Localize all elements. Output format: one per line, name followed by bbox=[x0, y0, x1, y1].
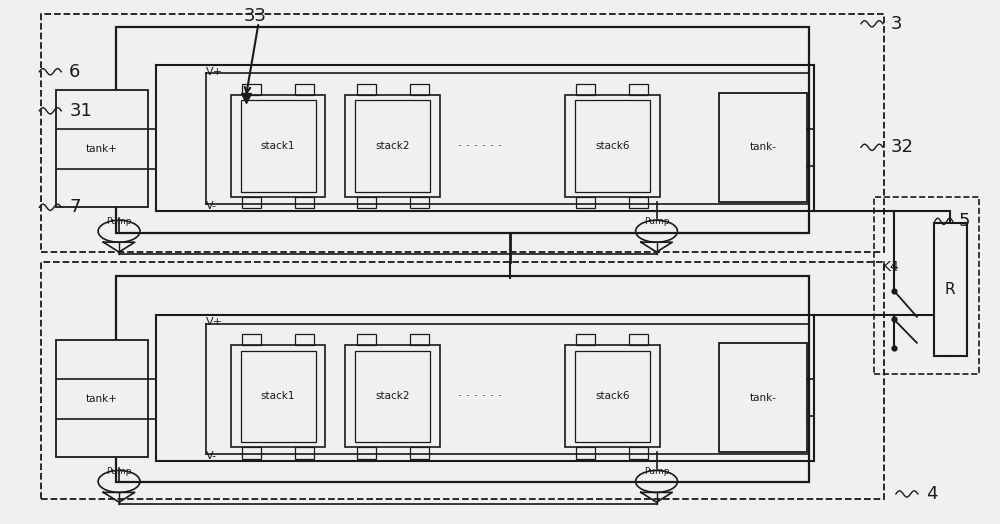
Text: tank+: tank+ bbox=[86, 144, 118, 154]
Text: K4: K4 bbox=[882, 260, 900, 274]
Text: 33: 33 bbox=[244, 7, 267, 25]
Bar bbox=[410, 84, 429, 95]
Bar bbox=[241, 101, 316, 192]
Bar bbox=[357, 447, 376, 458]
Text: 5: 5 bbox=[959, 212, 970, 231]
Text: 32: 32 bbox=[891, 138, 914, 156]
Bar bbox=[934, 223, 967, 356]
Bar bbox=[565, 95, 660, 197]
Bar bbox=[410, 447, 429, 458]
Bar bbox=[241, 351, 316, 442]
Text: stack2: stack2 bbox=[376, 141, 410, 151]
Text: tank+: tank+ bbox=[86, 394, 118, 404]
Bar bbox=[410, 197, 429, 209]
Bar bbox=[719, 93, 807, 202]
Bar bbox=[576, 84, 595, 95]
Text: V-: V- bbox=[206, 451, 217, 462]
Bar bbox=[295, 197, 314, 209]
Text: tank-: tank- bbox=[750, 392, 777, 402]
Bar bbox=[41, 15, 884, 252]
Text: V+: V+ bbox=[206, 67, 223, 77]
Bar bbox=[357, 334, 376, 345]
Bar bbox=[719, 343, 807, 452]
Text: V-: V- bbox=[206, 201, 217, 211]
Text: stack1: stack1 bbox=[261, 391, 295, 401]
Bar bbox=[357, 84, 376, 95]
Bar bbox=[116, 27, 809, 233]
Bar bbox=[629, 334, 648, 345]
Text: 6: 6 bbox=[69, 63, 81, 81]
Bar bbox=[355, 351, 430, 442]
Bar bbox=[576, 447, 595, 458]
Bar bbox=[41, 262, 884, 499]
Bar bbox=[345, 95, 440, 197]
Text: 3: 3 bbox=[891, 15, 902, 33]
Bar bbox=[629, 197, 648, 209]
Bar bbox=[410, 334, 429, 345]
Text: Pump: Pump bbox=[644, 467, 669, 476]
Text: · · · · · ·: · · · · · · bbox=[458, 140, 502, 153]
Bar bbox=[242, 197, 261, 209]
Text: stack2: stack2 bbox=[376, 391, 410, 401]
Bar bbox=[242, 447, 261, 458]
Bar bbox=[295, 447, 314, 458]
Bar bbox=[629, 447, 648, 458]
Bar bbox=[874, 197, 979, 374]
Text: V+: V+ bbox=[206, 317, 223, 327]
Bar bbox=[56, 90, 148, 208]
Bar bbox=[565, 345, 660, 447]
Text: stack1: stack1 bbox=[261, 141, 295, 151]
Bar bbox=[295, 334, 314, 345]
Bar bbox=[576, 197, 595, 209]
Text: Pump: Pump bbox=[106, 217, 132, 226]
Text: · · · · · ·: · · · · · · bbox=[458, 390, 502, 403]
Bar bbox=[355, 101, 430, 192]
Bar bbox=[242, 84, 261, 95]
Bar bbox=[357, 197, 376, 209]
Bar bbox=[116, 276, 809, 482]
Bar bbox=[231, 95, 325, 197]
Text: stack6: stack6 bbox=[595, 141, 629, 151]
Text: 7: 7 bbox=[69, 198, 81, 216]
Bar bbox=[575, 351, 650, 442]
Bar bbox=[345, 345, 440, 447]
Bar bbox=[576, 334, 595, 345]
Text: stack6: stack6 bbox=[595, 391, 629, 401]
Text: tank-: tank- bbox=[750, 143, 777, 152]
Text: 31: 31 bbox=[69, 102, 92, 120]
Text: 4: 4 bbox=[926, 485, 937, 503]
Text: R: R bbox=[945, 281, 956, 297]
Text: Pump: Pump bbox=[106, 467, 132, 476]
Bar bbox=[295, 84, 314, 95]
Bar bbox=[242, 334, 261, 345]
Bar bbox=[231, 345, 325, 447]
Bar bbox=[575, 101, 650, 192]
Bar bbox=[629, 84, 648, 95]
Text: Pump: Pump bbox=[644, 217, 669, 226]
Bar bbox=[56, 340, 148, 457]
